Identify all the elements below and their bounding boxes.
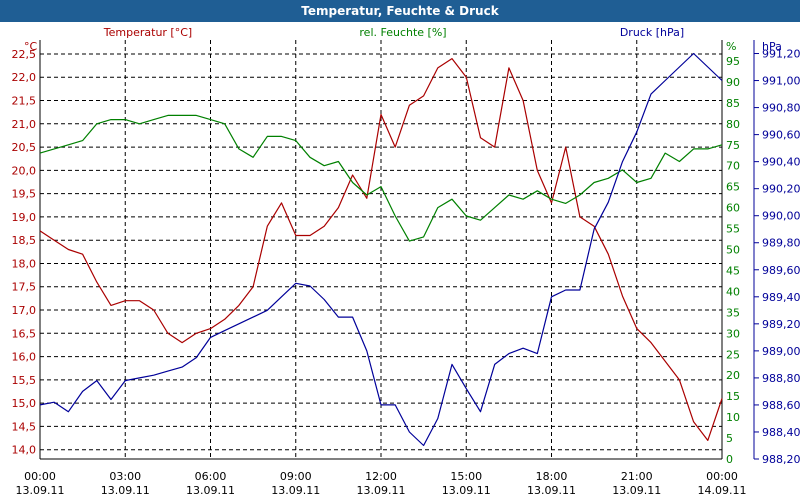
humidity-tick-label: 0 xyxy=(726,453,733,466)
x-tick-label-date: 13.09.11 xyxy=(357,484,406,497)
humidity-tick-label: 30 xyxy=(726,327,740,340)
temperature-tick-label: 18,0 xyxy=(12,257,37,270)
grid-lines xyxy=(40,40,722,459)
series-line-pressure xyxy=(39,52,723,447)
temperature-tick-label: 21,5 xyxy=(12,95,37,108)
x-tick-label-date: 13.09.11 xyxy=(442,484,491,497)
x-tick-label-date: 13.09.11 xyxy=(101,484,150,497)
temperature-tick-label: 16,5 xyxy=(12,327,37,340)
x-tick-label-date: 13.09.11 xyxy=(16,484,65,497)
pressure-tick-label: 989,40 xyxy=(762,291,800,304)
humidity-tick-label: 80 xyxy=(726,118,740,131)
x-tick-label-time: 03:00 xyxy=(109,470,141,483)
temperature-tick-label: 17,5 xyxy=(12,281,37,294)
humidity-tick-label: 20 xyxy=(726,369,740,382)
humidity-tick-label: 10 xyxy=(726,411,740,424)
chart-title: Temperatur, Feuchte & Druck xyxy=(0,0,800,22)
humidity-tick-label: 25 xyxy=(726,348,740,361)
pressure-tick-label: 989,00 xyxy=(762,345,800,358)
x-tick-label-time: 09:00 xyxy=(280,470,312,483)
temperature-tick-label: 17,0 xyxy=(12,304,37,317)
humidity-tick-label: 50 xyxy=(726,244,740,257)
pressure-tick-label: 990,80 xyxy=(762,102,800,115)
x-tick-label-date: 13.09.11 xyxy=(186,484,235,497)
humidity-tick-label: 70 xyxy=(726,160,740,173)
x-tick-label-time: 15:00 xyxy=(450,470,482,483)
pressure-tick-label: 990,40 xyxy=(762,156,800,169)
pressure-tick-label: 989,80 xyxy=(762,237,800,250)
humidity-unit-label: % xyxy=(726,40,736,53)
humidity-tick-label: 85 xyxy=(726,97,740,110)
pressure-tick-label: 990,60 xyxy=(762,129,800,142)
pressure-tick-label: 991,20 xyxy=(762,48,800,61)
pressure-tick-label: 988,40 xyxy=(762,426,800,439)
temperature-tick-label: 20,5 xyxy=(12,141,37,154)
pressure-unit-label: hPa xyxy=(762,40,782,53)
humidity-tick-label: 90 xyxy=(726,76,740,89)
humidity-tick-label: 40 xyxy=(726,285,740,298)
temperature-tick-label: 19,5 xyxy=(12,188,37,201)
pressure-tick-label: 988,80 xyxy=(762,372,800,385)
pressure-tick-label: 990,20 xyxy=(762,183,800,196)
x-tick-label-time: 00:00 xyxy=(24,470,56,483)
pressure-tick-label: 990,00 xyxy=(762,210,800,223)
temperature-unit-label: °C xyxy=(24,40,38,53)
series-line-humidity xyxy=(39,114,723,242)
pressure-tick-label: 989,60 xyxy=(762,264,800,277)
humidity-tick-label: 65 xyxy=(726,181,740,194)
humidity-tick-label: 35 xyxy=(726,306,740,319)
pressure-axis-title: Druck [hPa] xyxy=(620,26,684,39)
x-tick-label-date: 13.09.11 xyxy=(612,484,661,497)
x-tick-label-date: 13.09.11 xyxy=(271,484,320,497)
humidity-tick-label: 15 xyxy=(726,390,740,403)
temperature-tick-label: 22,0 xyxy=(12,71,37,84)
pressure-tick-label: 991,00 xyxy=(762,75,800,88)
temperature-tick-label: 16,0 xyxy=(12,351,37,364)
humidity-tick-label: 75 xyxy=(726,139,740,152)
temperature-tick-label: 21,0 xyxy=(12,118,37,131)
x-tick-label-date: 14.09.11 xyxy=(698,484,747,497)
temperature-tick-label: 19,0 xyxy=(12,211,37,224)
axis-labels: 00:0013.09.1103:0013.09.1106:0013.09.110… xyxy=(12,26,800,497)
temperature-axis-title: Temperatur [°C] xyxy=(103,26,192,39)
pressure-tick-label: 988,60 xyxy=(762,399,800,412)
temperature-tick-label: 14,0 xyxy=(12,444,37,457)
x-tick-label-time: 18:00 xyxy=(536,470,568,483)
x-tick-label-time: 06:00 xyxy=(195,470,227,483)
humidity-tick-label: 60 xyxy=(726,202,740,215)
temperature-tick-label: 15,0 xyxy=(12,397,37,410)
axes xyxy=(39,40,759,460)
temperature-tick-label: 22,5 xyxy=(12,48,37,61)
series-line-temperature xyxy=(39,57,723,441)
x-tick-label-time: 00:00 xyxy=(706,470,738,483)
humidity-tick-label: 5 xyxy=(726,432,733,445)
temperature-tick-label: 15,5 xyxy=(12,374,37,387)
x-tick-label-time: 12:00 xyxy=(365,470,397,483)
x-tick-label-date: 13.09.11 xyxy=(527,484,576,497)
x-tick-label-time: 21:00 xyxy=(621,470,653,483)
temperature-tick-label: 14,5 xyxy=(12,420,37,433)
humidity-tick-label: 95 xyxy=(726,55,740,68)
pressure-tick-label: 988,20 xyxy=(762,453,800,466)
humidity-axis-title: rel. Feuchte [%] xyxy=(359,26,446,39)
temperature-tick-label: 18,5 xyxy=(12,234,37,247)
humidity-tick-label: 45 xyxy=(726,264,740,277)
humidity-tick-label: 55 xyxy=(726,223,740,236)
temperature-tick-label: 20,0 xyxy=(12,164,37,177)
pressure-tick-label: 989,20 xyxy=(762,318,800,331)
series-lines xyxy=(39,52,723,447)
